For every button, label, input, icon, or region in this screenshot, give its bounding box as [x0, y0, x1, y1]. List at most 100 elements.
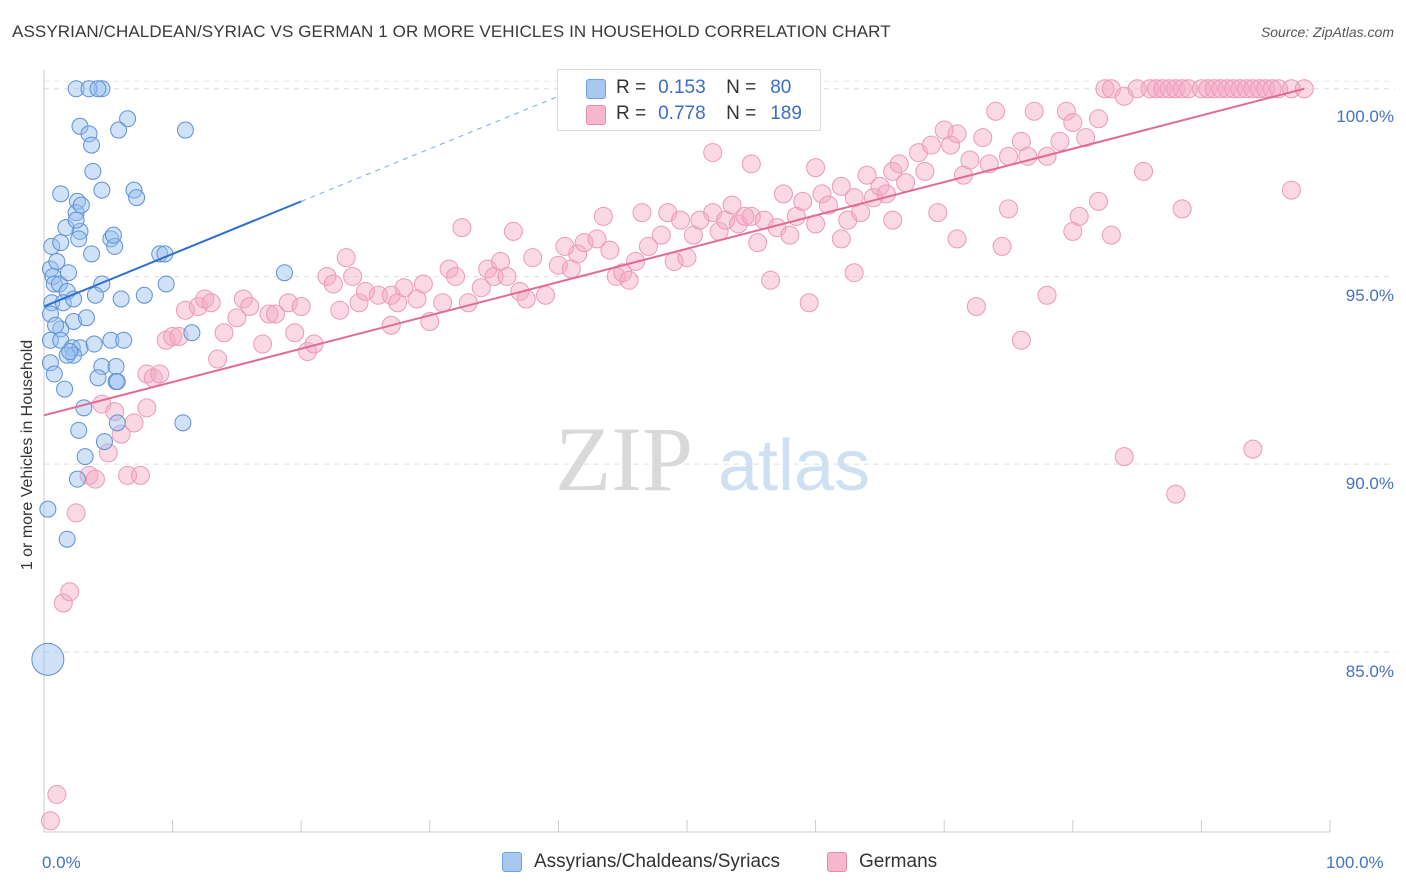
data-point-germans [587, 229, 607, 249]
data-point-assyrians [119, 110, 137, 128]
data-point-germans [291, 296, 311, 316]
data-point-assyrians [70, 230, 88, 248]
data-point-assyrians [43, 237, 61, 255]
data-point-germans [992, 236, 1012, 256]
data-point-germans [999, 146, 1018, 166]
data-point-germans [799, 293, 819, 313]
data-point-germans [613, 263, 633, 283]
data-point-assyrians [41, 331, 59, 349]
data-point-assyrians [48, 252, 66, 270]
data-point-assyrians [112, 290, 130, 308]
legend-n-label: N = [726, 77, 757, 98]
legend-row-germans: R = 0.778 N = 189 [616, 102, 802, 126]
legend-item-assyrians[interactable]: Assyrians/Chaldeans/Syriacs [502, 851, 780, 873]
y-tick-label: 85.0% [1345, 661, 1394, 681]
data-point-germans [555, 236, 575, 256]
data-point-germans [240, 296, 260, 316]
data-point-germans [1101, 225, 1121, 245]
data-point-germans [195, 289, 215, 309]
data-point-assyrians [135, 286, 153, 304]
data-point-germans [233, 289, 253, 309]
data-point-germans [921, 135, 941, 155]
data-point-germans [60, 582, 80, 602]
data-point-germans [1134, 161, 1154, 181]
data-point-germans [503, 221, 523, 241]
data-point-assyrians [65, 312, 83, 330]
data-point-assyrians [89, 80, 107, 98]
data-point-germans [973, 128, 993, 148]
trend-line-assyrians [43, 200, 302, 308]
data-point-assyrians [58, 530, 76, 548]
data-point-germans [452, 218, 472, 238]
data-point-germans [323, 274, 343, 294]
data-point-germans [593, 206, 613, 226]
data-point-germans [79, 465, 99, 485]
legend-label-germans: Germans [859, 851, 938, 872]
legend-n-value-assyrians: 80 [770, 77, 792, 98]
data-point-germans [253, 334, 273, 354]
data-point-assyrians [157, 275, 175, 293]
data-point-germans [188, 296, 208, 316]
data-point-germans [1095, 79, 1115, 99]
data-point-germans [214, 323, 234, 343]
data-point-assyrians [76, 448, 94, 466]
series-legend: Assyrians/Chaldeans/Syriacs Germans [0, 851, 1406, 877]
data-point-assyrians [61, 343, 79, 361]
data-point-germans [1063, 113, 1083, 133]
data-point-germans [1089, 191, 1109, 211]
data-point-assyrians [95, 433, 113, 451]
data-point-germans [105, 402, 125, 422]
data-point-assyrians [31, 642, 65, 676]
trend-line-assyrians-extension [301, 95, 559, 202]
data-point-assyrians [67, 211, 85, 229]
data-point-germans [896, 173, 916, 193]
data-point-germans [1063, 221, 1083, 241]
data-point-germans [831, 176, 851, 196]
data-point-germans [748, 233, 768, 253]
legend-swatch-germans [586, 105, 606, 125]
data-point-germans [278, 293, 298, 313]
data-point-germans [175, 300, 195, 320]
data-point-germans [928, 203, 948, 223]
data-point-germans [439, 259, 459, 279]
data-point-germans [876, 184, 896, 204]
data-point-germans [632, 203, 652, 223]
data-point-germans [497, 266, 517, 286]
data-point-germans [1243, 439, 1263, 459]
data-point-germans [1166, 484, 1186, 504]
data-point-germans [793, 191, 813, 211]
data-point-germans [941, 135, 961, 155]
data-point-germans [1281, 180, 1301, 200]
data-point-germans [870, 176, 890, 196]
data-point-germans [98, 443, 118, 463]
data-point-germans [780, 225, 800, 245]
data-point-germans [722, 195, 742, 215]
data-point-germans [208, 349, 228, 369]
data-point-germans [1024, 101, 1044, 121]
data-point-germans [844, 263, 864, 283]
legend-label-assyrians: Assyrians/Chaldeans/Syriacs [534, 851, 781, 872]
data-point-germans [651, 225, 671, 245]
data-point-germans [471, 278, 491, 298]
data-point-germans [883, 161, 903, 181]
data-point-assyrians [41, 305, 59, 323]
data-point-assyrians [86, 286, 104, 304]
data-point-assyrians [174, 414, 192, 432]
chart-title: ASSYRIAN/CHALDEAN/SYRIAC VS GERMAN 1 OR … [12, 22, 891, 41]
x-tick-label-min: 0.0% [42, 853, 81, 872]
data-point-germans [703, 143, 723, 163]
data-point-germans [446, 266, 466, 286]
data-point-germans [966, 296, 986, 316]
data-point-germans [1114, 447, 1134, 467]
source-label: Source: ZipAtlas.com [1260, 24, 1394, 40]
data-point-assyrians [183, 324, 201, 342]
data-point-assyrians [45, 275, 63, 293]
data-point-germans [536, 285, 556, 305]
legend-item-germans[interactable]: Germans [827, 851, 937, 873]
legend-swatch-assyrians [502, 852, 522, 872]
data-point-germans [806, 158, 826, 178]
data-point-germans [818, 195, 838, 215]
data-point-germans [343, 266, 363, 286]
data-point-germans [831, 229, 851, 249]
